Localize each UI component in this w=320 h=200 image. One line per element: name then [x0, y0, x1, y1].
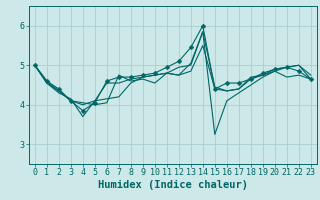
X-axis label: Humidex (Indice chaleur): Humidex (Indice chaleur) [98, 180, 248, 190]
